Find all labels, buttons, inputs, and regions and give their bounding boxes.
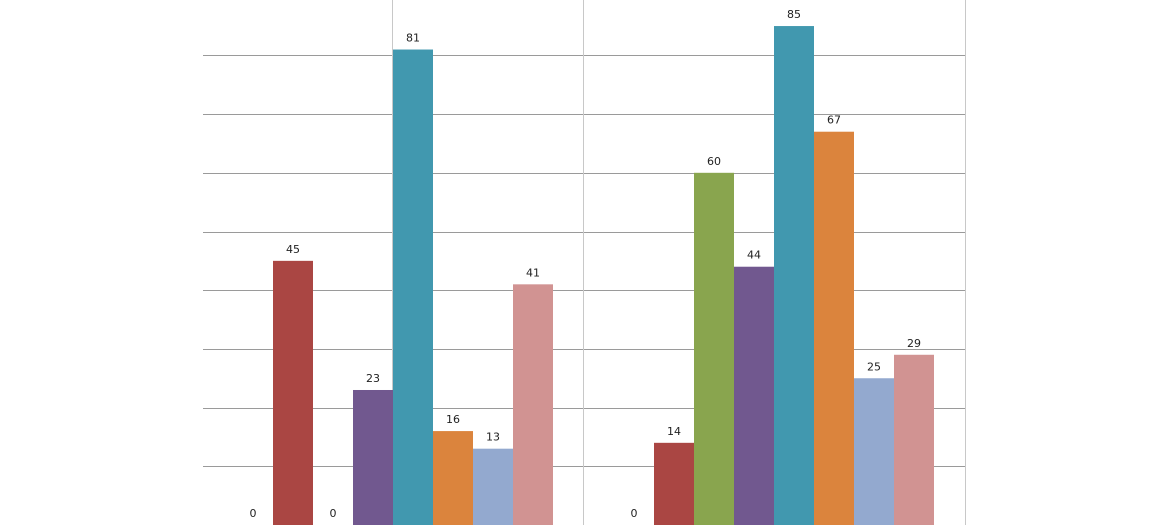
bar [654,442,694,525]
bar-value-label: 25 [867,360,881,373]
bar-value-label: 60 [707,155,721,168]
bar [393,49,433,525]
bars [273,26,934,525]
bar [473,448,513,525]
bar [273,260,313,525]
bar-value-label: 44 [747,249,761,262]
bar [734,266,774,525]
bar [694,172,734,525]
bar-value-label: 23 [366,372,380,385]
data-labels: 0 45 0 23 81 16 13 41 0 14 60 44 85 67 25 29 [250,8,922,520]
bar-value-label: 16 [446,413,460,426]
bar [774,26,814,525]
bar-value-label: 67 [827,114,841,127]
bar-value-label: 85 [787,8,801,21]
bar-value-label: 13 [486,431,500,444]
bar-value-label: 41 [526,266,540,279]
bar [894,354,934,525]
bar [353,389,393,525]
bar [513,284,553,525]
bar-value-label: 29 [907,337,921,350]
bar-value-label: 0 [631,507,638,520]
bar [814,131,854,525]
bar-value-label: 0 [250,507,257,520]
bar-value-label: 14 [667,425,681,438]
bar-value-label: 81 [406,32,420,45]
bar [854,378,894,525]
bar-value-label: 45 [286,243,300,256]
bar-value-label: 0 [330,507,337,520]
bar [433,431,473,525]
